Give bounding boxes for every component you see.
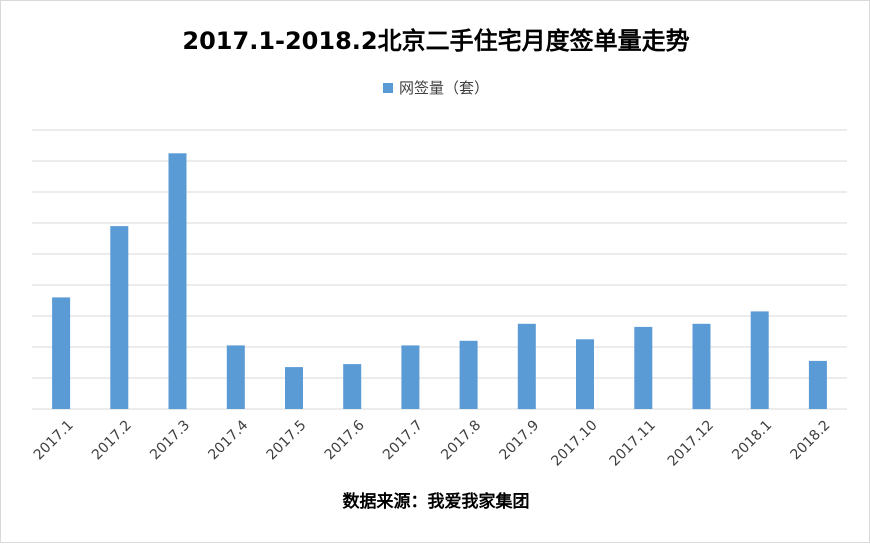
bar-2017.5 [285, 367, 303, 409]
x-tick-label: 2017.3 [147, 417, 193, 463]
x-tick-label: 2017.2 [89, 417, 135, 463]
bar-2017.10 [576, 339, 594, 410]
x-tick-label: 2018.2 [788, 417, 834, 463]
x-tick-label: 2017.10 [548, 417, 600, 469]
x-tick-label: 2017.7 [380, 417, 426, 463]
bar-2017.2 [110, 226, 129, 409]
bar-2017.8 [459, 340, 478, 409]
x-tick-label: 2017.6 [322, 417, 368, 463]
x-tick-label: 2017.4 [205, 417, 251, 463]
source-note: 数据来源：我爱我家集团 [342, 492, 530, 512]
legend: 网签量（套） [1, 77, 870, 98]
x-tick-label: 2018.1 [729, 417, 775, 463]
bar-2017.6 [343, 364, 362, 409]
legend-swatch [382, 82, 393, 93]
bar-2017.4 [226, 345, 245, 409]
bar-2017.11 [634, 326, 653, 409]
x-tick-label: 2017.1 [31, 417, 77, 463]
bar-2018.2 [808, 360, 827, 409]
bar-2017.1 [52, 297, 71, 409]
bar-2017.12 [692, 323, 711, 410]
x-tick-label: 2017.8 [438, 417, 484, 463]
bar-2017.7 [401, 345, 420, 409]
legend-label: 网签量（套） [398, 79, 489, 97]
x-tick-label: 2017.5 [264, 417, 310, 463]
x-tick-label: 2017.11 [607, 417, 659, 469]
x-tick-label: 2017.12 [665, 417, 717, 469]
bar-2017.3 [168, 153, 187, 410]
chart-title: 2017.1-2018.2北京二手住宅月度签单量走势 [182, 27, 690, 55]
x-tick-label: 2017.9 [496, 417, 542, 463]
bar-2017.9 [517, 323, 536, 410]
bar-2018.1 [750, 311, 769, 409]
